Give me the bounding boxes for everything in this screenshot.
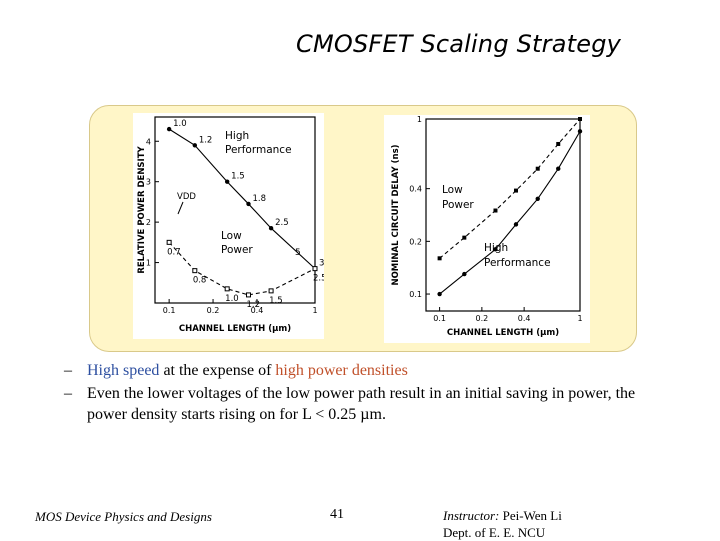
vdd-label: 1.8 (252, 194, 266, 204)
data-point (535, 196, 540, 202)
series-line-2 (439, 131, 581, 295)
slide-title: CMOSFET Scaling Strategy (296, 30, 622, 58)
x-tick-label: 0.1 (433, 314, 446, 323)
x-axis-label: CHANNEL LENGTH (µm) (179, 324, 291, 334)
bullet-1-part-3: high power densities (275, 362, 408, 379)
x-tick-label: 0.4 (251, 306, 264, 315)
series-line-1 (168, 128, 316, 270)
plot-frame (425, 118, 581, 312)
instructor-name: Pei-Wen Li (499, 508, 562, 523)
vdd-label: 2.5 (275, 218, 289, 228)
annotation-5: 5 (295, 248, 301, 258)
instructor-label: Instructor: (443, 508, 500, 523)
vdd-label: 1.2 (199, 135, 213, 145)
data-point (245, 292, 251, 298)
data-point (493, 208, 498, 213)
data-point (437, 291, 442, 297)
bullet-marker: – (64, 385, 72, 402)
series-name-low-power: Low (221, 230, 242, 242)
data-point (493, 247, 498, 252)
vdd-label: 2.5 (313, 274, 324, 284)
data-point (166, 239, 172, 245)
data-point (192, 268, 198, 274)
y-tick-label: 1 (417, 115, 422, 124)
circuit-delay-chart-svg: 0.1 0.2 0.4 1 0.1 0.2 0.4 1 CHANNEL LENGTH (µm) N… (391, 115, 583, 338)
data-point (513, 188, 518, 193)
power-density-chart: 0.1 0.2 0.4 1 1 2 3 4 CHANNEL LENGTH (µm) RELATIV… (133, 113, 324, 339)
data-point (224, 286, 230, 292)
data-point (224, 179, 230, 184)
data-point (246, 201, 251, 207)
vdd-label: 1.5 (269, 296, 283, 306)
series-name-high-performance: High (225, 130, 249, 142)
data-point (192, 143, 198, 148)
data-point (556, 166, 561, 171)
vdd-label: 0.8 (193, 276, 207, 286)
y-tick-label: 0.4 (409, 185, 422, 194)
series-name-low-power: Power (442, 199, 474, 211)
x-tick-label: 0.2 (476, 314, 489, 323)
page-number: 41 (330, 507, 344, 522)
vdd-label: 0.7 (167, 247, 181, 257)
x-tick-label: 1 (577, 314, 582, 323)
power-density-chart-svg: 0.1 0.2 0.4 1 1 2 3 4 CHANNEL LENGTH (µm) RELATIV… (137, 116, 324, 334)
data-point (166, 126, 172, 132)
y-tick-label: 0.1 (409, 290, 422, 299)
y-tick-label: 4 (146, 137, 151, 146)
vdd-label: 3.3 (319, 259, 324, 269)
data-point (462, 271, 467, 277)
bullet-2-text: Even the lower voltages of the low power… (87, 385, 636, 423)
plot-frame (154, 116, 316, 304)
series-name-low-power: Low (442, 184, 463, 196)
data-point (535, 166, 540, 171)
y-tick-label: 3 (146, 178, 151, 187)
x-tick-label: 1 (312, 306, 317, 315)
vdd-label: 1.0 (173, 119, 187, 129)
data-point (268, 288, 274, 294)
y-tick-label: 0.2 (409, 237, 422, 246)
x-tick-label: 0.2 (207, 306, 220, 315)
y-tick-label: 1 (146, 259, 151, 268)
circuit-delay-chart: 0.1 0.2 0.4 1 0.1 0.2 0.4 1 CHANNEL LENGTH (µm) N… (384, 115, 590, 343)
footer-course: MOS Device Physics and Designs (35, 509, 212, 524)
data-point (462, 235, 467, 240)
bullet-1-part-1: High speed (87, 362, 160, 379)
vdd-label: 1.5 (231, 172, 245, 182)
x-axis-label: CHANNEL LENGTH (µm) (447, 328, 559, 338)
vdd-arrow (177, 201, 184, 215)
data-point (268, 225, 274, 231)
bullet-marker: – (64, 362, 72, 379)
data-point (437, 256, 442, 261)
y-axis-label: NOMINAL CIRCUIT DELAY (ns) (391, 144, 401, 285)
bullet-item-1: – High speed at the expense of high powe… (64, 360, 664, 381)
y-axis-label: RELATIVE POWER DENSITY (137, 145, 147, 273)
x-tick-label: 0.4 (518, 314, 531, 323)
series-name-high-performance: High (484, 242, 508, 254)
data-point (513, 222, 519, 227)
series-name-high-performance: Performance (484, 257, 551, 269)
series-line-2 (168, 241, 316, 296)
vdd-label: 1.0 (225, 294, 239, 304)
bullet-item-2: – Even the lower voltages of the low pow… (64, 383, 664, 425)
bullet-1-part-2: at the expense of (159, 362, 276, 379)
x-tick-label: 0.1 (163, 306, 176, 315)
bullet-list: – High speed at the expense of high powe… (64, 360, 664, 425)
vdd-label: 1.2 (246, 300, 260, 310)
series-name-low-power: Power (221, 244, 253, 256)
data-point (312, 266, 318, 272)
department: Dept. of E. E. NCU (443, 525, 546, 540)
data-point (577, 129, 583, 134)
data-point (556, 141, 561, 146)
series-name-high-performance: Performance (225, 144, 292, 156)
data-point (578, 117, 582, 121)
vdd-annotation: VDD (177, 192, 196, 202)
y-tick-label: 2 (146, 218, 151, 227)
footer-instructor: Instructor: Pei-Wen Li Dept. of E. E. NC… (443, 507, 562, 541)
